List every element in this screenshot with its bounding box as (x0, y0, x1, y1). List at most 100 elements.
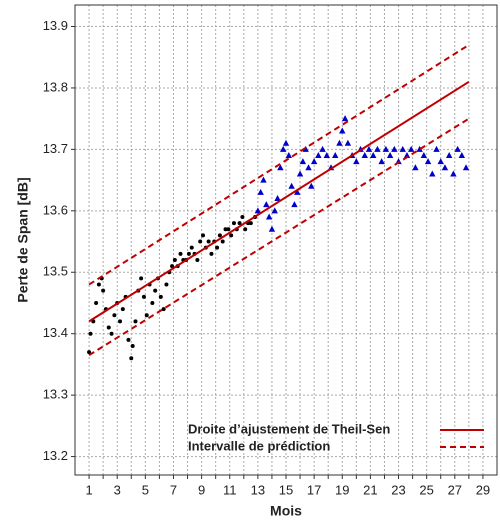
data-point (231, 221, 236, 226)
data-point (305, 164, 312, 171)
data-point (374, 145, 381, 152)
data-point (201, 233, 206, 238)
data-point (101, 288, 106, 293)
data-point (424, 158, 432, 165)
data-point (429, 170, 436, 177)
data-point (265, 213, 273, 220)
data-point (129, 356, 134, 361)
data-point (458, 152, 466, 159)
fit-line (88, 117, 470, 357)
data-point (130, 343, 135, 348)
data-point (382, 145, 390, 152)
data-point (248, 221, 253, 226)
data-point (412, 164, 419, 171)
fit-line (88, 44, 470, 286)
data-point (263, 201, 270, 208)
data-point (339, 127, 346, 134)
data-point (144, 313, 149, 318)
data-point (299, 158, 307, 165)
y-axis-label: Perte de Span [dB] (15, 177, 31, 302)
x-tick-label: 21 (363, 482, 377, 497)
data-point (399, 145, 406, 152)
data-point (319, 145, 326, 152)
y-tick-label: 13.7 (43, 141, 68, 156)
data-point (126, 337, 131, 342)
data-point (240, 214, 245, 219)
data-point (254, 207, 262, 214)
data-point (441, 164, 449, 171)
y-tick-label: 13.6 (43, 202, 68, 217)
data-point (277, 164, 284, 171)
data-point (365, 145, 373, 152)
x-tick-label: 1 (85, 482, 92, 497)
data-point (386, 152, 394, 159)
data-point (282, 139, 290, 146)
fit-line (88, 80, 470, 323)
data-point (274, 195, 281, 202)
data-point (450, 170, 457, 177)
data-point (341, 115, 349, 122)
x-tick-label: 25 (419, 482, 433, 497)
data-point (209, 251, 214, 256)
x-tick-label: 13 (251, 482, 265, 497)
x-tick-label: 19 (335, 482, 349, 497)
data-point (344, 139, 352, 146)
data-point (378, 158, 385, 165)
data-point (454, 145, 461, 152)
data-point (172, 257, 177, 262)
data-point (323, 152, 330, 159)
data-point (215, 245, 220, 250)
data-point (206, 239, 211, 244)
y-tick-label: 13.3 (43, 387, 68, 402)
data-point (158, 294, 163, 299)
data-point (237, 221, 242, 226)
data-point (220, 239, 225, 244)
x-tick-label: 9 (198, 482, 205, 497)
data-point (403, 152, 411, 159)
data-point (112, 313, 117, 318)
x-tick-label: 27 (448, 482, 462, 497)
x-tick-label: 3 (114, 482, 121, 497)
plot-frame (74, 4, 498, 476)
data-point (361, 152, 368, 159)
x-tick-label: 11 (223, 482, 237, 497)
y-tick-label: 13.8 (43, 79, 68, 94)
data-point (198, 239, 203, 244)
data-point (96, 282, 101, 287)
data-point (189, 245, 194, 250)
data-point (141, 294, 146, 299)
data-point (268, 225, 276, 232)
data-point (279, 145, 287, 152)
x-tick-label: 23 (391, 482, 405, 497)
data-point (150, 300, 155, 305)
data-point (243, 227, 248, 232)
data-point (308, 182, 315, 189)
data-point (332, 152, 339, 159)
data-point (462, 164, 470, 171)
data-point (186, 251, 191, 256)
legend-label: Intervalle de prédiction (188, 438, 330, 453)
legend-label: Droite d’ajustement de Theil-Sen (188, 421, 390, 436)
data-point (391, 145, 398, 152)
data-point (229, 233, 234, 238)
x-tick-label: 7 (170, 482, 177, 497)
x-tick-label: 17 (307, 482, 321, 497)
data-point (433, 145, 440, 152)
data-point (88, 331, 93, 336)
data-point (437, 158, 444, 165)
data-point (315, 152, 322, 159)
data-point (288, 182, 295, 189)
data-point (106, 325, 111, 330)
y-tick-label: 13.5 (43, 264, 68, 279)
data-point (195, 257, 200, 262)
data-point (370, 152, 377, 159)
data-point (336, 139, 343, 146)
data-point (139, 276, 144, 281)
data-point (223, 227, 228, 232)
data-point (120, 307, 125, 312)
data-point (178, 251, 183, 256)
data-point (285, 152, 293, 159)
data-point (271, 207, 278, 214)
data-point (257, 188, 264, 195)
data-point (94, 300, 99, 305)
